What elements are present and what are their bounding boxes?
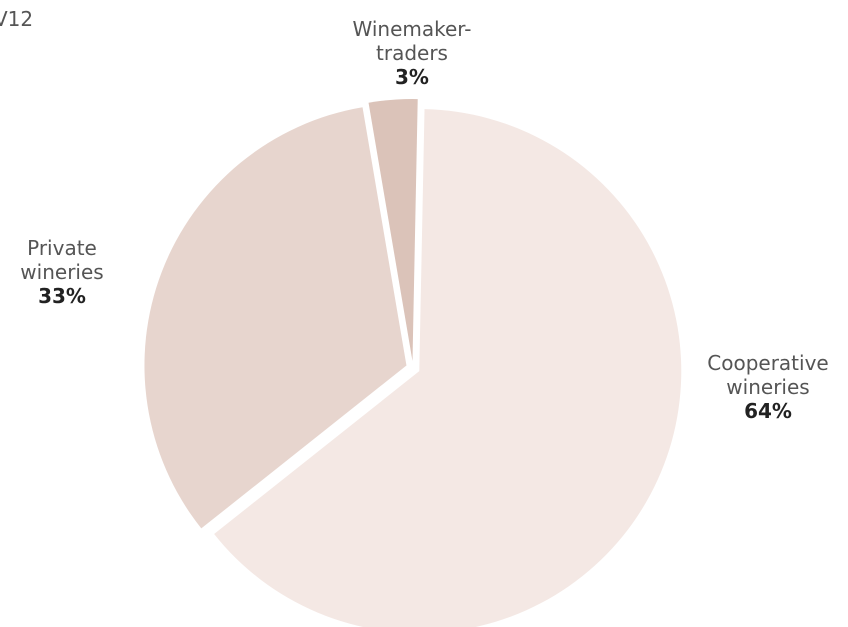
corner-label: V12 xyxy=(0,7,33,31)
pie-slice xyxy=(144,107,407,529)
slice-name: Private wineries xyxy=(20,236,103,284)
slice-label: Private wineries xyxy=(20,236,103,284)
slice-value-label: 33% xyxy=(38,284,86,308)
slice-value-label: 64% xyxy=(744,399,792,423)
slice-value-label: 3% xyxy=(395,65,429,89)
pie-slice xyxy=(368,99,418,362)
slice-label: Cooperative wineries xyxy=(707,351,828,399)
slice-label: Winemaker-traders xyxy=(353,17,472,65)
slice-name: Winemaker-traders xyxy=(353,17,472,65)
slice-name: Cooperative wineries xyxy=(707,351,828,399)
pie-slice xyxy=(214,109,682,627)
